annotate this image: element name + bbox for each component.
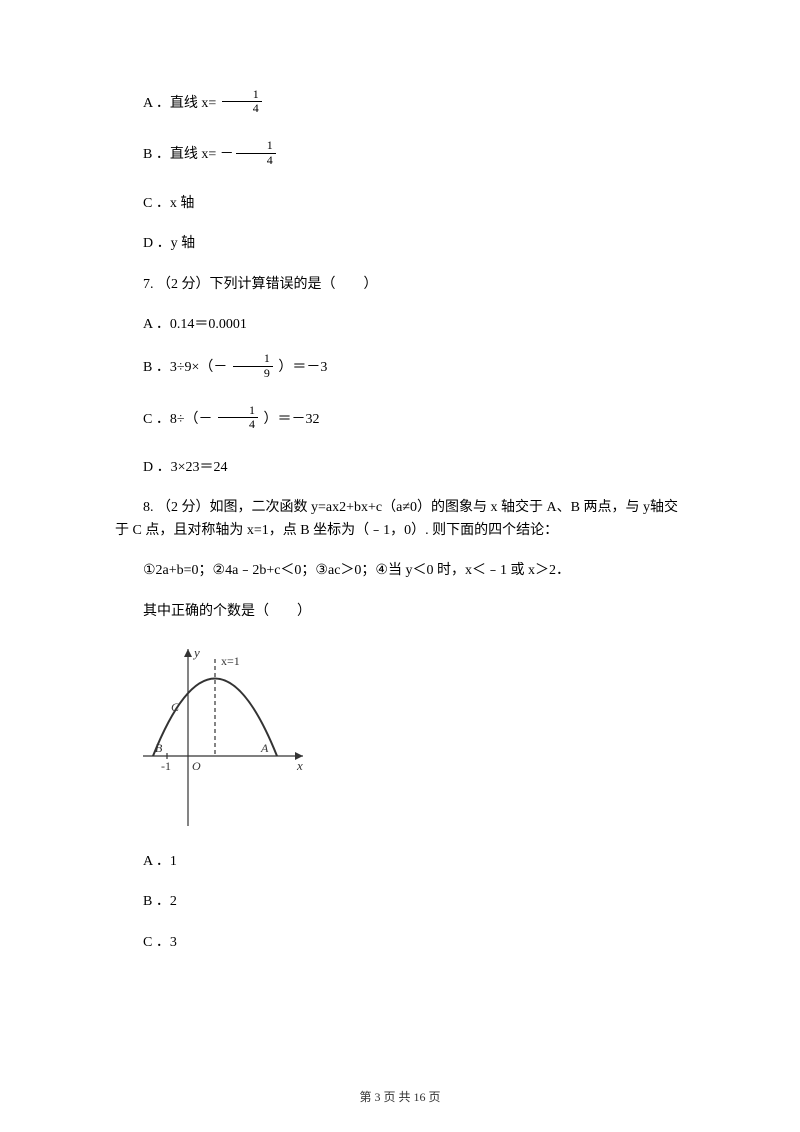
- parabola-graph: y x x=1 C B -1 O A: [143, 641, 313, 831]
- q7-optC-suffix: ）＝－32: [260, 412, 320, 427]
- fraction: 14: [218, 404, 258, 431]
- q7-option-c: C ．8÷（－ 14 ）＝－32: [115, 406, 685, 433]
- q8-stem-text: 8. （2 分）如图，二次函数 y=ax2+bx+c（a≠0）的图象与 x 轴交…: [115, 500, 678, 537]
- svg-text:x: x: [296, 758, 303, 773]
- numerator: 1: [222, 88, 262, 102]
- q6-option-b: B ．直线 x= －14: [115, 141, 685, 168]
- q6-optB-prefix: B ．直线 x=: [143, 147, 220, 162]
- q7-optC-prefix: C ．8÷（－: [143, 412, 216, 427]
- q8-option-a: A ．1: [115, 851, 685, 873]
- numerator: 1: [236, 139, 276, 153]
- denominator: 4: [218, 418, 258, 431]
- fraction: 14: [222, 88, 262, 115]
- q6-option-a: A ．直线 x= 14: [115, 90, 685, 117]
- q7-option-d: D ．3×23＝24: [115, 457, 685, 479]
- numerator: 1: [218, 404, 258, 418]
- negative-sign: －: [220, 147, 234, 162]
- q6-option-d: D ．y 轴: [115, 233, 685, 255]
- q7-option-a: A ．0.14＝0.0001: [115, 314, 685, 336]
- denominator: 9: [233, 367, 273, 380]
- page-footer: 第 3 页 共 16 页: [0, 1088, 800, 1107]
- svg-text:B: B: [155, 741, 163, 755]
- svg-text:-1: -1: [161, 759, 171, 773]
- q8-stem: 8. （2 分）如图，二次函数 y=ax2+bx+c（a≠0）的图象与 x 轴交…: [115, 497, 685, 542]
- q6-optA-prefix: A ．直线 x=: [143, 96, 220, 111]
- svg-text:A: A: [260, 741, 269, 755]
- q8-line2: ①2a+b=0；②4a﹣2b+c＜0；③ac＞0；④当 y＜0 时，x＜﹣1 或…: [115, 560, 685, 582]
- q7-option-b: B ．3÷9×（－ 19 ）＝－3: [115, 354, 685, 381]
- page-content: A ．直线 x= 14 B ．直线 x= －14 C ．x 轴 D ．y 轴 7…: [0, 0, 800, 1012]
- svg-text:x=1: x=1: [221, 654, 240, 668]
- fraction: 19: [233, 352, 273, 379]
- denominator: 4: [222, 102, 262, 115]
- q6-option-c: C ．x 轴: [115, 193, 685, 215]
- q7-optB-suffix: ）＝－3: [275, 360, 328, 375]
- q8-line3: 其中正确的个数是（ ）: [115, 601, 685, 623]
- numerator: 1: [233, 352, 273, 366]
- svg-text:C: C: [171, 700, 180, 714]
- svg-text:O: O: [192, 759, 201, 773]
- denominator: 4: [236, 154, 276, 167]
- q8-option-c: C ．3: [115, 932, 685, 954]
- q7-stem: 7. （2 分）下列计算错误的是（ ）: [115, 274, 685, 296]
- svg-text:y: y: [192, 645, 200, 660]
- q7-optB-prefix: B ．3÷9×（－: [143, 360, 231, 375]
- fraction: 14: [236, 139, 276, 166]
- q8-option-b: B ．2: [115, 891, 685, 913]
